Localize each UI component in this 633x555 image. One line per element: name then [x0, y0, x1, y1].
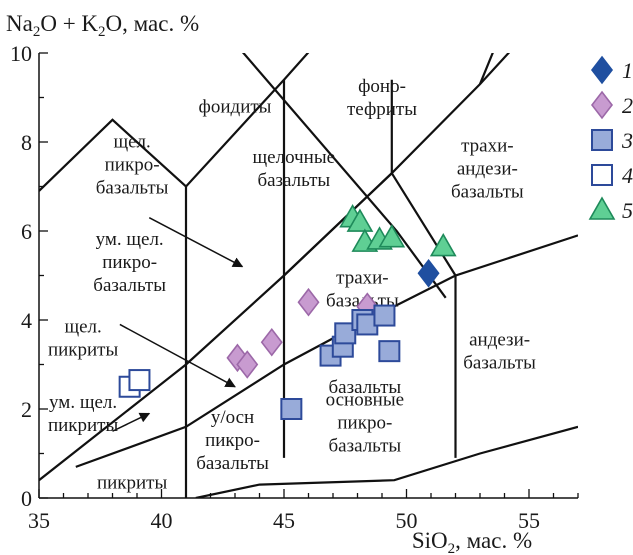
field-label-2: щел. пикро-базальты: [96, 131, 169, 198]
x-label-subscript: 2: [448, 541, 456, 555]
field-label-line: базальты: [328, 435, 401, 456]
data-point-series-4: [128, 369, 151, 392]
y-tick-label: 4: [21, 308, 32, 333]
data-points: [118, 204, 457, 420]
field-label-line: пикриты: [48, 415, 119, 436]
field-label-line: фоидиты: [199, 96, 272, 117]
field-label-line: андези-: [469, 330, 530, 351]
data-point-series-3: [280, 398, 303, 420]
field-label-13: пикриты: [97, 472, 168, 493]
y-label-subscript: 2: [33, 24, 41, 40]
field-label-line: основные: [326, 389, 404, 410]
legend-label-3: 3: [621, 128, 633, 153]
y-tick-label: 0: [21, 486, 32, 511]
field-label-line: пикриты: [48, 339, 119, 360]
field-label-line: базальты: [451, 182, 524, 203]
field-label-8: андези-базальты: [463, 330, 536, 374]
field-label-line: андези-: [457, 159, 518, 180]
x-tick-label: 35: [28, 508, 50, 533]
x-label-text: SiO: [412, 528, 448, 553]
field-label-line: пикро-: [205, 430, 260, 451]
field-label-line: пикро-: [337, 412, 392, 433]
legend-label-5: 5: [622, 198, 633, 223]
data-point-series-2: [297, 287, 320, 317]
legend-label-4: 4: [622, 163, 633, 188]
x-tick-label: 40: [151, 508, 173, 533]
y-tick-label: 6: [21, 219, 32, 244]
field-label-10: ум. щел. пикриты: [48, 392, 119, 436]
field-label-0: фоидиты: [199, 96, 272, 117]
field-label-line: базальты: [96, 177, 169, 198]
field-label-12: у/осн пикро-базальты: [196, 407, 269, 474]
field-label-line: базальты: [328, 377, 401, 398]
legend: 1 2 3 4 5: [588, 55, 633, 223]
y-tick-label: 10: [10, 41, 32, 66]
y-tick-label: 8: [21, 130, 32, 155]
field-label-line: тефриты: [347, 99, 417, 120]
field-label-line: щел.: [64, 316, 101, 337]
field-label-line: базальты: [463, 353, 536, 374]
field-label-7: щел. пикриты: [48, 316, 119, 360]
data-point-series-2: [260, 327, 283, 357]
field-arrow-1: [119, 323, 236, 388]
field-label-line: базальты: [257, 170, 330, 191]
field-label-11: основные пикро-базальты: [326, 389, 404, 456]
legend-marker-2: [590, 90, 614, 120]
legend-label-2: 2: [622, 93, 633, 118]
field-label-line: ум. щел.: [96, 229, 164, 250]
data-point-series-1: [417, 258, 440, 288]
field-arrows: [112, 216, 244, 432]
x-tick-label: 50: [396, 508, 418, 533]
data-point-series-5: [346, 208, 374, 232]
field-label-5: ум. щел. пикро-базальты: [93, 229, 166, 296]
field-arrow-2: [112, 412, 151, 432]
data-point-series-5: [378, 224, 406, 248]
boundary-line-7: [478, 53, 494, 85]
field-label-line: фоно-: [358, 76, 406, 97]
data-point-series-3: [378, 340, 401, 363]
field-label-line: щел.: [113, 131, 150, 152]
field-label-line: базальты: [93, 275, 166, 296]
y-tick-label: 2: [21, 397, 32, 422]
data-point-series-3: [334, 322, 357, 345]
y-axis-label: Na2O + K2O, мас. %: [6, 11, 199, 40]
x-axis-label: SiO2, мас. %: [412, 528, 532, 555]
field-label-line: щелочные: [253, 147, 335, 168]
field-arrow-0: [148, 216, 244, 268]
legend-marker-3: [591, 129, 613, 151]
legend-marker-5: [588, 196, 616, 220]
data-point-series-5: [429, 232, 457, 257]
field-label-line: трахи-: [336, 267, 388, 288]
legend-label-1: 1: [622, 58, 633, 83]
y-label-text: O + K: [40, 11, 98, 36]
field-label-line: пикро-: [102, 252, 157, 273]
data-point-series-2: [236, 350, 259, 379]
field-label-9: базальты: [328, 377, 401, 398]
y-label-text: Na: [6, 11, 33, 36]
legend-marker-4: [591, 164, 613, 186]
x-tick-label: 55: [518, 508, 540, 533]
x-tick-label: 45: [273, 508, 295, 533]
legend-marker-1: [590, 55, 614, 85]
boundary-line-9: [195, 425, 578, 498]
field-label-line: трахи-: [461, 136, 513, 157]
field-label-line: у/осн: [211, 407, 254, 428]
data-point-series-3: [373, 304, 396, 327]
y-label-subscript: 2: [98, 24, 106, 40]
x-label-text: , мас. %: [455, 528, 532, 553]
field-label-1: фоно-тефриты: [347, 76, 417, 120]
boundary-line-4: [283, 171, 578, 277]
field-label-4: трахи-андези-базальты: [451, 136, 524, 203]
field-label-line: пикриты: [97, 472, 168, 493]
boundary-line-8: [75, 274, 456, 468]
field-label-line: пикро-: [105, 154, 160, 175]
field-label-line: ум. щел.: [49, 392, 117, 413]
y-label-text: O, мас. %: [106, 11, 200, 36]
field-label-3: щелочные базальты: [253, 147, 335, 191]
field-label-line: базальты: [196, 453, 269, 474]
